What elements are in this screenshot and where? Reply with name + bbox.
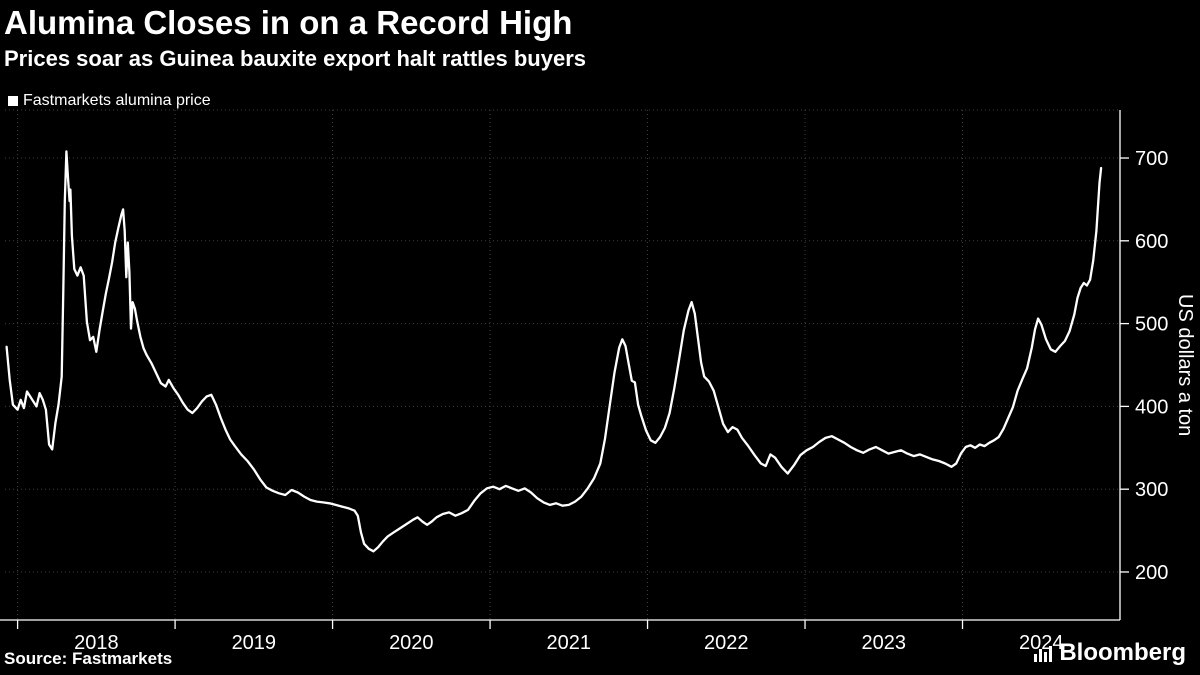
legend: Fastmarkets alumina price	[8, 92, 211, 110]
source-note: Source: Fastmarkets	[4, 649, 173, 668]
y-tick-label: 200	[1135, 562, 1168, 584]
brand-mark: Bloomberg	[1033, 639, 1186, 667]
x-tick-label: 2024	[1019, 632, 1064, 654]
y-tick-label: 400	[1135, 396, 1168, 418]
chart-subtitle: Prices soar as Guinea bauxite export hal…	[4, 46, 587, 71]
brand-name: Bloomberg	[1059, 639, 1186, 666]
x-tick-label: 2023	[862, 632, 907, 654]
x-tick-label: 2021	[547, 632, 592, 654]
y-tick-label: 700	[1135, 148, 1168, 170]
x-tick-label: 2020	[389, 632, 434, 654]
x-tick-label: 2018	[74, 632, 119, 654]
price-line-series	[5, 150, 1103, 553]
y-tick-label: 500	[1135, 314, 1168, 336]
x-tick-label: 2019	[232, 632, 277, 654]
legend-square-icon	[8, 96, 18, 106]
chart-title: Alumina Closes in on a Record High	[4, 4, 573, 41]
bloomberg-logo-icon	[1033, 643, 1053, 663]
y-tick-label: 600	[1135, 231, 1168, 253]
y-axis-label: US dollars a ton	[1174, 293, 1196, 437]
x-tick-label: 2022	[704, 632, 749, 654]
legend-label: Fastmarkets alumina price	[23, 92, 211, 109]
y-tick-label: 300	[1135, 479, 1168, 501]
